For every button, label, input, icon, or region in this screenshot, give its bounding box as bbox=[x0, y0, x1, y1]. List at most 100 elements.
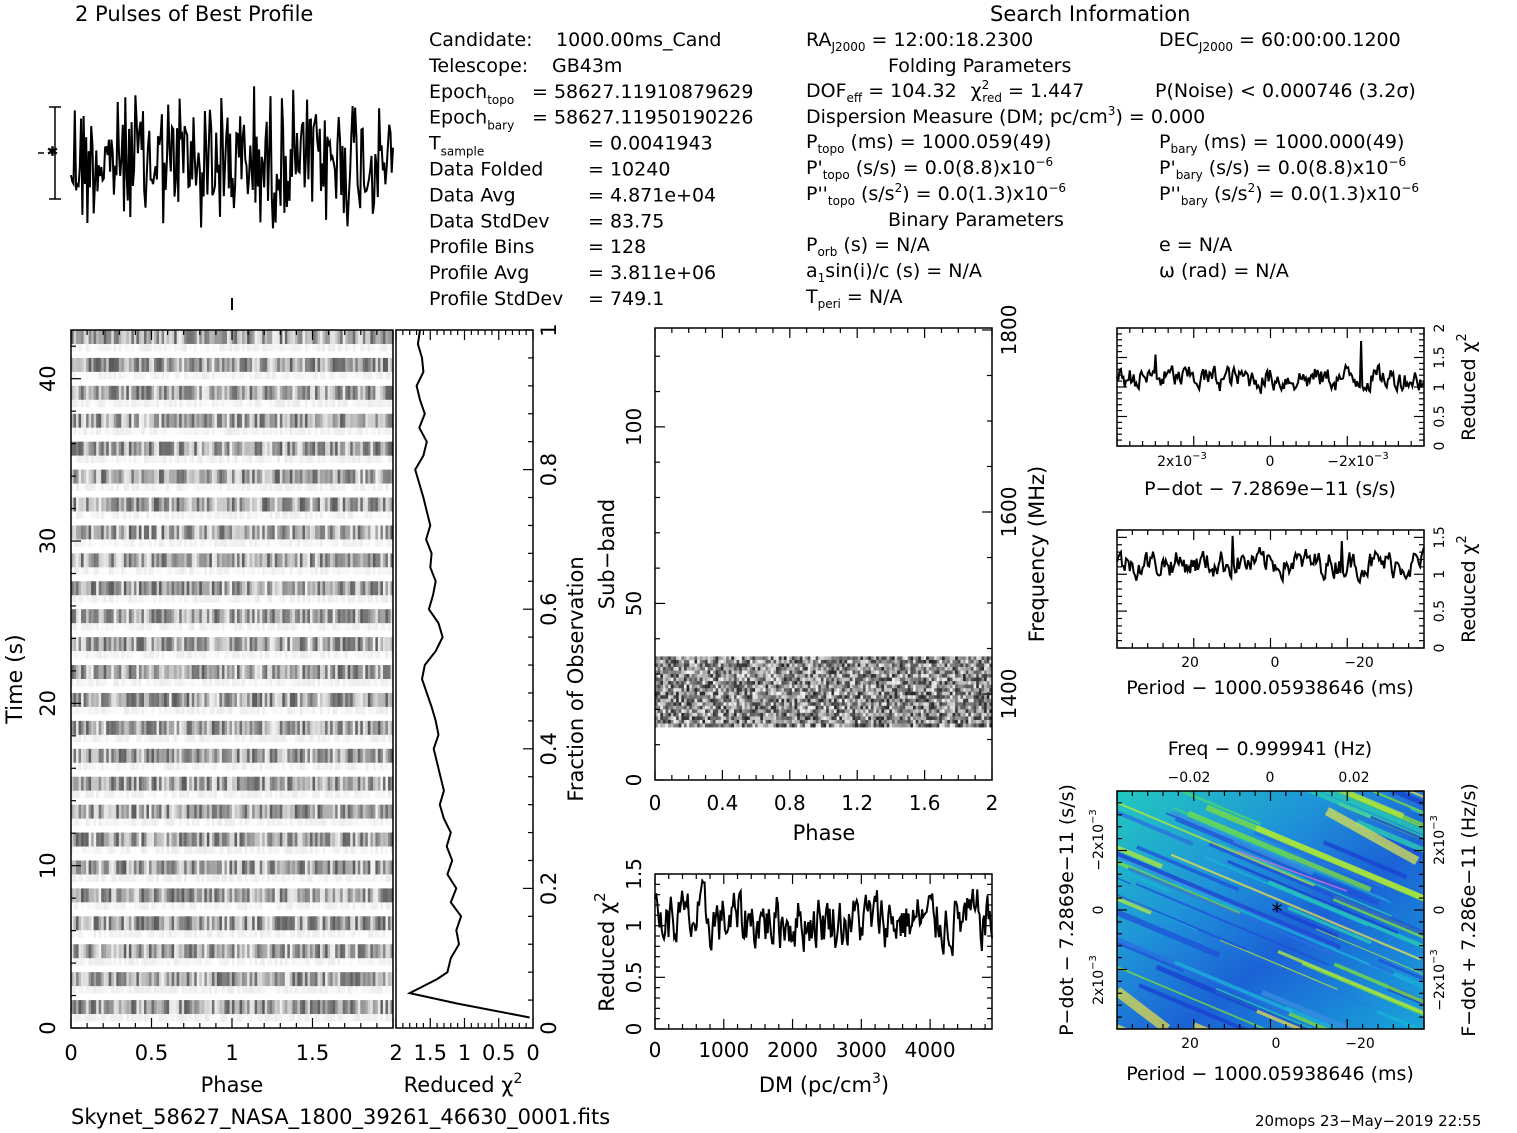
pixel bbox=[337, 595, 341, 603]
pixel bbox=[332, 567, 336, 575]
pixel bbox=[156, 818, 160, 826]
pixel bbox=[164, 609, 167, 624]
pixel bbox=[257, 846, 261, 854]
pixel bbox=[224, 413, 228, 429]
pixel bbox=[146, 595, 150, 603]
pixel bbox=[191, 357, 195, 373]
pixel bbox=[357, 706, 361, 715]
pixel bbox=[244, 525, 248, 540]
pixel bbox=[355, 846, 359, 854]
pixel bbox=[229, 413, 233, 429]
pixel bbox=[226, 679, 230, 687]
pixel bbox=[330, 413, 334, 429]
pixel bbox=[259, 734, 263, 743]
pixel bbox=[242, 748, 245, 764]
pixel bbox=[237, 609, 240, 624]
pixel bbox=[312, 790, 316, 799]
pixel bbox=[352, 497, 356, 512]
pixel bbox=[106, 497, 110, 512]
pixel bbox=[141, 455, 145, 464]
pixel bbox=[239, 427, 243, 436]
pixel bbox=[307, 525, 311, 540]
pixel bbox=[148, 637, 152, 652]
pixel bbox=[201, 609, 205, 624]
pixel bbox=[279, 385, 283, 401]
pixel bbox=[367, 567, 371, 575]
pixel bbox=[365, 539, 369, 547]
pixel bbox=[98, 511, 102, 519]
pixel bbox=[242, 330, 245, 345]
pixel bbox=[362, 748, 366, 764]
pixel bbox=[237, 343, 240, 352]
pixel bbox=[284, 720, 288, 736]
pixel bbox=[382, 720, 386, 736]
pixel bbox=[279, 720, 283, 736]
pixel bbox=[143, 748, 147, 764]
pixel bbox=[370, 567, 374, 575]
pixel bbox=[372, 692, 376, 708]
pixel bbox=[362, 692, 366, 708]
pixel bbox=[171, 427, 175, 436]
pixel bbox=[141, 651, 145, 659]
pixel bbox=[93, 595, 97, 603]
pixel bbox=[370, 371, 374, 380]
pixel bbox=[211, 790, 215, 799]
pixel bbox=[103, 860, 107, 875]
pixel bbox=[299, 748, 303, 764]
pixel bbox=[345, 818, 349, 826]
pixel bbox=[382, 637, 386, 652]
pixel bbox=[214, 399, 218, 408]
pixel bbox=[179, 343, 183, 352]
pixel bbox=[71, 651, 74, 659]
pixel bbox=[335, 748, 339, 764]
pixel bbox=[106, 357, 110, 373]
pixel bbox=[317, 734, 321, 743]
pixel bbox=[382, 455, 386, 464]
pixel bbox=[96, 679, 100, 687]
pixel bbox=[254, 776, 258, 792]
pixel bbox=[299, 623, 303, 631]
pixel bbox=[355, 595, 359, 603]
pixel bbox=[252, 832, 256, 847]
pixel bbox=[382, 679, 386, 687]
pixel bbox=[169, 497, 173, 512]
pixel bbox=[342, 511, 346, 519]
pixel bbox=[284, 651, 288, 659]
pixel bbox=[312, 734, 316, 743]
pixel bbox=[148, 776, 152, 792]
pixel bbox=[93, 525, 97, 540]
pixel bbox=[284, 623, 288, 631]
pixel bbox=[136, 511, 140, 519]
pixel bbox=[164, 818, 167, 826]
pixel bbox=[194, 413, 198, 429]
pixel bbox=[101, 692, 105, 708]
pixel bbox=[340, 413, 344, 429]
pixel bbox=[309, 720, 313, 736]
pixel bbox=[216, 818, 220, 826]
pixel bbox=[244, 567, 248, 575]
pixel bbox=[287, 692, 291, 708]
pixel bbox=[244, 399, 248, 408]
pixel bbox=[211, 385, 215, 401]
pixel bbox=[71, 790, 74, 799]
pixel bbox=[269, 441, 273, 457]
pixel bbox=[262, 343, 266, 352]
pixel bbox=[279, 371, 283, 380]
pixel bbox=[148, 818, 152, 826]
pixel bbox=[252, 651, 256, 659]
pixel bbox=[365, 413, 369, 429]
pixel bbox=[234, 637, 238, 652]
pixel bbox=[340, 832, 344, 847]
pixel bbox=[73, 720, 77, 736]
pixel bbox=[302, 706, 306, 715]
pixel bbox=[211, 832, 215, 847]
pixel bbox=[355, 483, 359, 491]
pixel bbox=[156, 804, 160, 819]
pixel bbox=[375, 651, 379, 659]
pixel bbox=[372, 609, 376, 624]
pixel bbox=[116, 567, 120, 575]
pixel bbox=[375, 595, 379, 603]
pixel bbox=[151, 567, 155, 575]
pixel bbox=[287, 860, 291, 875]
pixel bbox=[304, 734, 308, 743]
